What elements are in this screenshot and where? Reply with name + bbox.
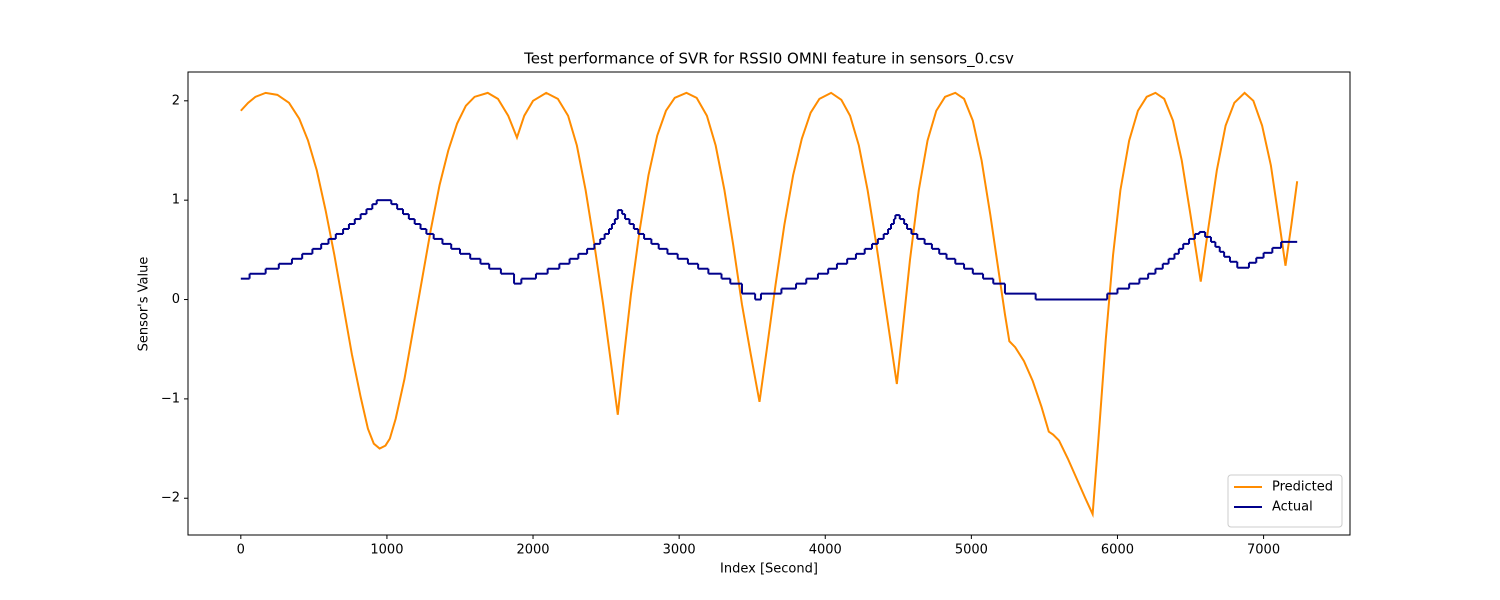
x-tick-label: 4000 [809, 543, 842, 558]
step-line [240, 199, 1298, 301]
chart-title: Test performance of SVR for RSSI0 OMNI f… [523, 50, 1014, 69]
legend-label: Predicted [1272, 480, 1333, 495]
plot-frame [187, 71, 1351, 536]
x-tick-label: 1000 [370, 543, 403, 558]
x-tick-label: 6000 [1101, 543, 1134, 558]
x-tick-label: 3000 [663, 543, 696, 558]
x-tick-label: 2000 [516, 543, 549, 558]
y-tick-label: −2 [161, 491, 180, 506]
y-tick-label: 2 [172, 93, 180, 108]
y-axis-label: Sensor's Value [137, 257, 152, 352]
x-tick-label: 5000 [955, 543, 988, 558]
x-tick-label: 7000 [1247, 543, 1280, 558]
x-tick-label: 0 [237, 543, 245, 558]
y-tick-label: −1 [161, 391, 180, 406]
data-line [240, 91, 1299, 519]
y-tick-label: 0 [172, 292, 180, 307]
y-tick-label: 1 [172, 193, 180, 208]
x-axis-label: Index [Second] [720, 562, 818, 577]
legend-label: Actual [1272, 500, 1313, 515]
